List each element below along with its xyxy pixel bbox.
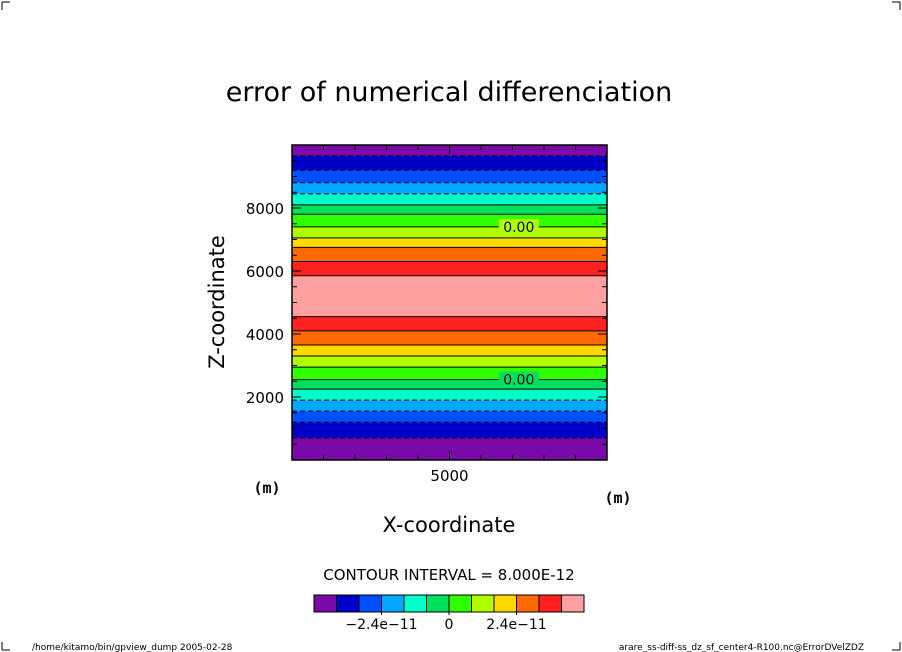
band-13 <box>292 247 607 262</box>
colorbar-swatch-11 <box>561 594 585 613</box>
contour-lines <box>292 155 607 439</box>
plot-bands <box>292 145 607 460</box>
footer-left: /home/kitamo/bin/gpview_dump 2005-02-28 <box>32 643 233 652</box>
y-axis-label: Z-coordinate <box>205 235 229 369</box>
band-16 <box>292 214 607 227</box>
colorbar-swatch-7 <box>471 594 495 613</box>
y-tick-label-1: 4000 <box>246 326 284 344</box>
band-11 <box>292 275 607 317</box>
x-axis-label: X-coordinate <box>383 513 516 537</box>
colorbar-label-2: 2.4e−11 <box>486 617 546 633</box>
colorbar-swatch-3 <box>381 594 405 613</box>
band-10 <box>292 316 607 331</box>
band-2 <box>292 411 607 423</box>
colorbar-swatch-2 <box>358 594 382 613</box>
band-17 <box>292 204 607 215</box>
band-21 <box>292 156 607 171</box>
colorbar-swatch-10 <box>538 594 562 613</box>
colorbar-swatch-1 <box>336 594 360 613</box>
band-14 <box>292 237 607 248</box>
colorbar-swatch-0 <box>313 594 337 613</box>
y-tick-label-3: 8000 <box>246 200 284 218</box>
band-8 <box>292 345 607 357</box>
y-axis-unit: (m) <box>253 479 280 497</box>
x-tick-label-0: 5000 <box>430 467 468 485</box>
colorbar-swatch-4 <box>403 594 427 613</box>
band-15 <box>292 226 607 238</box>
axis-tick-labels: 2000 4000 6000 8000 5000 <box>246 200 469 485</box>
colorbar-swatch-6 <box>448 594 472 613</box>
colorbar-tick-labels: −2.4e−11 0 2.4e−11 <box>345 612 547 633</box>
colorbar-swatch-9 <box>516 594 540 613</box>
band-19 <box>292 182 607 194</box>
band-12 <box>292 261 607 276</box>
y-tick-label-0: 2000 <box>246 389 284 407</box>
band-18 <box>292 193 607 205</box>
colorbar <box>313 594 585 613</box>
contour-interval-text: CONTOUR INTERVAL = 8.000E-12 <box>323 566 574 584</box>
contour-label-bg-0 <box>498 218 539 235</box>
band-1 <box>292 422 607 438</box>
y-tick-label-2: 6000 <box>246 263 284 281</box>
axis-ticks <box>292 145 607 460</box>
chart-title: error of numerical differenciation <box>226 77 672 108</box>
band-6 <box>292 367 607 380</box>
band-20 <box>292 170 607 183</box>
footer-right: arare_ss-diff-ss_dz_sf_center4-R100.nc@E… <box>619 643 864 652</box>
band-4 <box>292 389 607 401</box>
colorbar-label-0: −2.4e−11 <box>345 617 417 633</box>
band-7 <box>292 356 607 368</box>
colorbar-label-1: 0 <box>445 617 454 633</box>
contour-label-1: 0.00 <box>503 373 534 389</box>
band-3 <box>292 400 607 412</box>
band-0 <box>292 437 607 460</box>
contour-label-bg-1 <box>498 371 539 388</box>
contour-label-0: 0.00 <box>503 220 534 236</box>
band-9 <box>292 330 607 346</box>
band-5 <box>292 379 607 390</box>
colorbar-swatch-8 <box>493 594 517 613</box>
colorbar-swatch-5 <box>426 594 450 613</box>
contour-labels: 0.00 0.00 <box>498 218 539 389</box>
x-axis-unit: (m) <box>604 489 631 507</box>
